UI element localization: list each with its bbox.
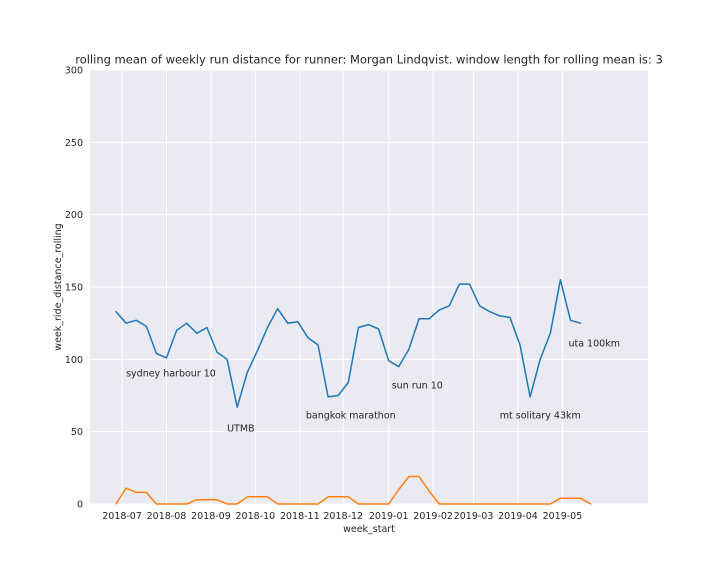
y-tick-label: 150 (65, 283, 83, 294)
x-axis-ticks: 2018-07 2018-08 2018-09 2018-10 2018-11 2018-… (102, 511, 582, 522)
y-axis-ticks: 0 50 100 150 200 250 300 (65, 66, 83, 511)
x-tick-label: 2018-08 (147, 511, 187, 522)
race-annotation: sydney harbour 10 (126, 369, 216, 380)
x-tick-label: 2018-07 (102, 511, 142, 522)
x-tick-label: 2018-09 (191, 511, 231, 522)
y-tick-label: 300 (65, 66, 83, 77)
x-tick-label: 2019-03 (454, 511, 494, 522)
x-tick-label: 2019-01 (369, 511, 409, 522)
race-annotation: uta 100km (568, 338, 619, 349)
y-tick-label: 0 (77, 500, 83, 511)
race-annotation: sun run 10 (392, 380, 443, 391)
y-tick-label: 250 (65, 138, 83, 149)
x-axis-label: week_start (343, 524, 395, 535)
series-line-2 (115, 475, 592, 505)
annotations: sydney harbour 10 UTMB bangkok marathon sun… (126, 338, 620, 434)
race-annotation: mt solitary 43km (500, 411, 581, 422)
x-tick-label: 2019-02 (413, 511, 453, 522)
x-tick-label: 2019-04 (498, 511, 538, 522)
x-tick-label: 2018-10 (236, 511, 276, 522)
x-tick-label: 2019-05 (543, 511, 583, 522)
chart-title: rolling mean of weekly run distance for … (75, 53, 663, 67)
race-annotation: UTMB (227, 424, 254, 435)
y-tick-label: 100 (65, 355, 83, 366)
y-tick-label: 50 (71, 427, 83, 438)
series-lines (115, 279, 592, 505)
y-axis-label: week_ride_distance_rolling (53, 223, 64, 350)
y-tick-label: 200 (65, 210, 83, 221)
race-annotation: bangkok marathon (306, 411, 396, 422)
series-line-1 (115, 279, 582, 408)
x-tick-label: 2018-11 (280, 511, 320, 522)
x-tick-label: 2018-12 (323, 511, 363, 522)
gridlines (90, 69, 648, 505)
